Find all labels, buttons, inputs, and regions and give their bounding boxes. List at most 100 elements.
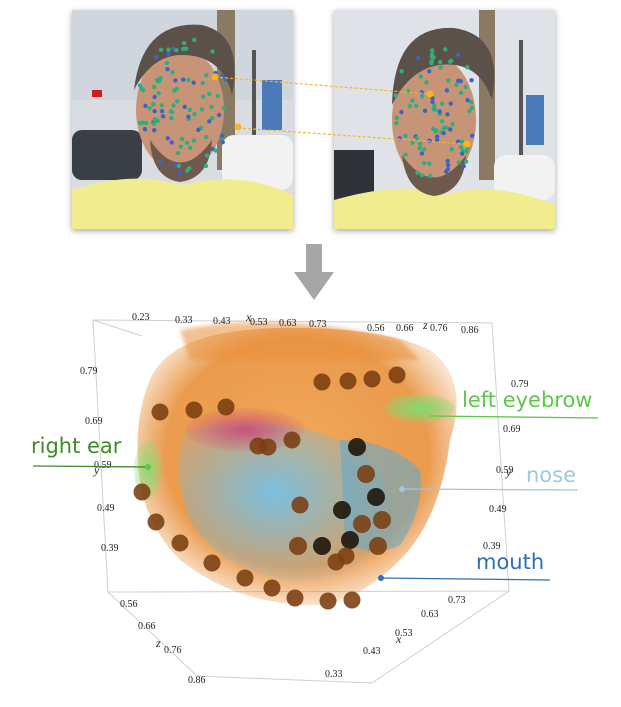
label-mouth: mouth <box>476 550 544 574</box>
landmark-dot <box>433 128 439 133</box>
landmark-dot <box>204 73 209 78</box>
landmark-marker <box>313 537 331 555</box>
landmark-dot <box>431 103 437 108</box>
landmark-dot <box>220 133 225 138</box>
landmark-dot <box>192 37 197 43</box>
landmark-dot <box>447 59 453 64</box>
axis-name-z-top: z <box>422 318 428 332</box>
tick-label: 0.33 <box>325 669 343 680</box>
landmark-dot <box>454 82 459 88</box>
landmark-dot <box>165 66 170 72</box>
matched-landmark-dot <box>463 140 471 148</box>
tick-label: 0.49 <box>97 503 115 514</box>
landmark-dot <box>443 47 448 52</box>
landmark-dot <box>410 140 415 145</box>
landmark-dot <box>469 105 475 110</box>
y-left-ticks: 0.79 0.69 0.59 0.49 0.39 <box>80 366 119 554</box>
landmark-dot <box>164 60 170 66</box>
landmark-dot <box>154 54 159 60</box>
landmark-dot <box>159 103 164 108</box>
landmark-dot <box>414 136 420 141</box>
landmark-dot <box>422 108 428 114</box>
tick-label: 0.53 <box>250 317 268 328</box>
annotation-left-eyebrow: left eyebrow <box>429 388 599 419</box>
landmark-dot <box>446 78 451 83</box>
landmark-marker <box>286 589 304 607</box>
tick-label: 0.86 <box>461 325 479 336</box>
landmark-dot <box>439 119 445 124</box>
landmark-dot <box>427 69 432 74</box>
y-right-ticks: 0.79 0.69 0.59 0.49 0.39 <box>483 379 529 552</box>
landmark-dot <box>147 105 152 111</box>
landmark-dot <box>393 93 398 98</box>
tick-label: 0.56 <box>367 323 385 334</box>
landmark-dot <box>420 94 425 99</box>
landmark-marker <box>151 403 169 421</box>
tick-label: 0.63 <box>421 609 439 620</box>
landmark-marker <box>147 513 165 531</box>
landmark-dot <box>456 78 461 83</box>
label-right-ear: right ear <box>31 434 122 458</box>
tick-label: 0.69 <box>503 424 521 435</box>
tick-label: 0.79 <box>511 379 529 390</box>
annotation-nose: nose <box>399 463 579 492</box>
landmark-dot <box>186 114 191 120</box>
landmark-dot <box>174 48 179 53</box>
annotation-mouth: mouth <box>378 550 551 581</box>
landmark-marker <box>203 554 221 572</box>
landmark-dot <box>166 51 171 57</box>
landmark-dot <box>410 98 415 103</box>
landmark-dot <box>464 149 469 154</box>
landmark-dot <box>160 114 166 119</box>
landmark-dot <box>468 99 474 105</box>
landmark-dot <box>210 116 215 121</box>
landmark-dot <box>448 127 453 132</box>
x-bottom-ticks: 0.73 0.63 0.53 0.43 0.33 <box>325 595 466 680</box>
x-top-ticks: 0.23 0.33 0.43 0.53 0.63 0.73 <box>132 312 327 330</box>
landmark-marker <box>339 372 357 390</box>
landmark-dot <box>152 94 157 100</box>
landmark-dot <box>456 160 461 165</box>
axis-name-y-right: y <box>505 465 512 479</box>
landmark-dot <box>213 148 218 153</box>
landmark-dot <box>430 99 435 105</box>
landmark-marker <box>373 511 391 529</box>
landmark-marker <box>341 531 359 549</box>
landmark-dot <box>169 115 174 121</box>
landmark-dot <box>458 90 464 95</box>
landmark-dot <box>469 77 474 83</box>
landmark-dot <box>417 141 423 146</box>
landmark-dot <box>210 49 215 54</box>
photo-scene <box>72 10 293 229</box>
landmark-dot <box>169 140 174 145</box>
z-bottom-ticks: 0.56 0.66 0.76 0.86 <box>120 599 206 686</box>
axis-name-z-bottom: z <box>155 636 161 650</box>
tick-label: 0.33 <box>175 315 193 326</box>
tick-label: 0.66 <box>138 621 156 632</box>
landmark-dot <box>215 93 220 99</box>
landmark-dot <box>449 147 454 152</box>
landmark-dot <box>455 139 461 144</box>
source-frame-photo <box>72 10 293 229</box>
landmark-dot <box>418 74 423 79</box>
label-left-eyebrow: left eyebrow <box>462 388 592 412</box>
landmark-dot <box>176 163 182 168</box>
face-point-cloud <box>133 322 457 610</box>
landmark-dot <box>209 104 214 110</box>
tick-label: 0.76 <box>164 645 182 656</box>
landmark-marker <box>363 370 381 388</box>
tick-label: 0.43 <box>363 646 381 657</box>
landmark-dot <box>459 151 465 156</box>
landmark-dot <box>403 152 408 157</box>
landmark-marker <box>289 537 307 555</box>
landmark-dot <box>448 101 453 106</box>
landmark-dot <box>171 103 176 108</box>
landmark-dot <box>165 136 170 141</box>
tick-label: 0.39 <box>101 543 119 554</box>
landmark-dot <box>173 163 178 168</box>
correspondence-line <box>237 127 468 145</box>
landmark-dot <box>461 163 466 169</box>
landmark-dot <box>441 125 446 131</box>
tick-label: 0.69 <box>85 416 103 427</box>
landmark-dot <box>192 111 197 117</box>
